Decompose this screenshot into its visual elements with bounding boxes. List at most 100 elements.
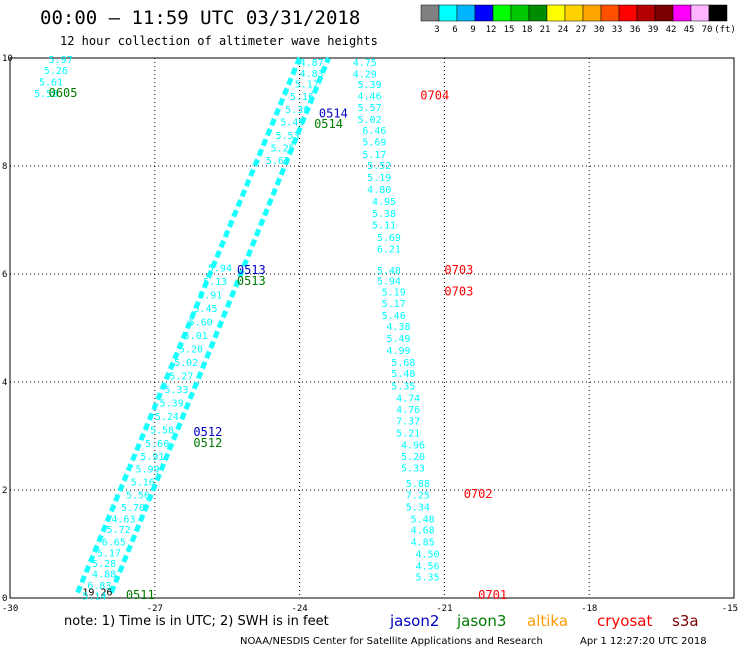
time-tag: 0701: [478, 588, 507, 602]
chart-title: 00:00 – 11:59 UTC 03/31/2018: [40, 7, 360, 29]
wave-height-value: 5.17: [295, 80, 319, 91]
wave-height-value: 5.58: [34, 89, 58, 100]
y-tick-label: 2: [2, 486, 7, 496]
wave-height-value: 6.65: [102, 538, 126, 549]
colorbar-swatch: [690, 4, 710, 22]
colorbar-label: 6: [452, 25, 457, 35]
time-tag: 0513: [237, 263, 266, 277]
wave-height-value: 5.60: [189, 317, 213, 328]
time-tag: 0702: [464, 487, 493, 501]
satellite-legend: jason2 jason3 altika cryosat s3a: [389, 612, 699, 630]
colorbar-swatch: [618, 4, 638, 22]
colorbar-label: 27: [576, 25, 587, 35]
wave-height-value: 5.39: [160, 398, 184, 409]
legend-entry: jason3: [456, 612, 506, 630]
axis-ticks: -30 -27 -24 -21 -18 -15 0 2 4 6 8 10: [2, 54, 738, 614]
colorbar-label: 9: [470, 25, 475, 35]
legend-entry: jason2: [389, 612, 439, 630]
colorbar-swatch: [654, 4, 674, 22]
x-tick-label: -18: [581, 604, 597, 614]
wave-height-value: 5.35: [391, 382, 415, 393]
wave-height-value: 5.58: [150, 425, 174, 436]
y-tick-label: 8: [2, 162, 7, 172]
time-tag: 0514: [314, 117, 343, 131]
wave-height-value: 5.38: [372, 209, 396, 220]
wave-height-value: 6.83: [87, 581, 111, 592]
time-tag: 0605: [49, 86, 78, 100]
colorbar-label: 12: [486, 25, 497, 35]
wave-height-value: 5.24: [155, 412, 179, 423]
wave-height-value: 5.39: [285, 105, 309, 116]
wave-height-value: 5.19: [367, 173, 391, 184]
x-tick-label: -21: [436, 604, 452, 614]
x-tick-label: -30: [2, 604, 18, 614]
wave-height-value: 4.75: [353, 58, 377, 69]
wave-height-value: 4.80: [367, 185, 391, 196]
y-tick-label: 6: [2, 270, 7, 280]
legend-entry: s3a: [672, 612, 699, 630]
wave-height-value: 4.68: [411, 526, 435, 537]
legend-entry: cryosat: [597, 612, 652, 630]
wave-height-value: 5.21: [396, 429, 420, 440]
colorbar-swatch: [564, 4, 584, 22]
wave-height-value: 7.25: [406, 491, 430, 502]
x-tick-label: -15: [722, 604, 738, 614]
wave-height-value: 5.39: [358, 80, 382, 91]
colorbar-swatch: [708, 4, 728, 22]
wave-height-value: 5.28: [92, 559, 116, 570]
wave-height-value: 5.91: [198, 290, 222, 301]
wave-height-value: 4.95: [372, 197, 396, 208]
wave-height-value: 5.25: [271, 143, 295, 154]
track-band: [109, 57, 331, 594]
colorbar-label: 33: [612, 25, 623, 35]
wave-height-value: 5.49: [280, 118, 304, 129]
wave-height-value: 5.27: [169, 371, 193, 382]
note-text: note: 1) Time is in UTC; 2) SWH is in fe…: [64, 614, 329, 629]
plot-frame: [9, 57, 735, 599]
credit-text: NOAA/NESDIS Center for Satellite Applica…: [240, 636, 543, 647]
wave-height-value: 5.72: [107, 525, 131, 536]
wave-height-value: 5.68: [391, 358, 415, 369]
wave-height-value: 5.57: [358, 103, 382, 114]
colorbar-swatch: [582, 4, 602, 22]
wave-height-value: 4.38: [386, 322, 410, 333]
wave-height-value: 5.33: [401, 464, 425, 475]
wave-height-value: 5.26: [44, 66, 68, 77]
wave-height-value: 5.48: [411, 514, 435, 525]
wave-height-value: 5.63: [266, 156, 290, 167]
wave-height-value: 5.13: [203, 277, 227, 288]
track-band: [75, 57, 302, 594]
grid-lines: [10, 58, 734, 598]
time-tag: 0703: [444, 263, 473, 277]
colorbar-label: 24: [558, 25, 569, 35]
colorbar-swatch: [546, 4, 566, 22]
colorbar-swatch: [600, 4, 620, 22]
colorbar-swatch: [492, 4, 512, 22]
wave-height-value: 5.19: [382, 288, 406, 299]
wave-height-value: 5.02: [174, 358, 198, 369]
wave-height-value: 4.83: [300, 69, 324, 80]
wave-height-value: 5.60: [145, 439, 169, 450]
wave-height-value: 5.17: [362, 150, 386, 161]
wave-height-value: 5.45: [193, 304, 217, 315]
x-tick-label: -27: [147, 604, 163, 614]
colorbar-swatch: [528, 4, 548, 22]
wave-height-value: 5.35: [415, 573, 439, 584]
wave-height-value: 5.17: [382, 299, 406, 310]
wave-height-value: 5.17: [97, 548, 121, 559]
wave-height-value: 5.20: [179, 344, 203, 355]
wave-height-value: 5.33: [164, 385, 188, 396]
x-tick-label: -24: [291, 604, 307, 614]
colorbar-swatch: [636, 4, 656, 22]
wave-height-value: 4.63: [111, 514, 135, 525]
wave-height-value: 4.74: [396, 393, 420, 404]
wave-height-value: 5.69: [362, 137, 386, 148]
wave-height-value: 5.16: [290, 92, 314, 103]
wave-height-value: 19.26: [82, 587, 112, 598]
colorbar-swatch: [420, 4, 440, 22]
wave-height-value: 5.88: [406, 479, 430, 490]
colorbar-label: 3: [434, 25, 439, 35]
colorbar-label: 18: [522, 25, 533, 35]
timestamp-text: Apr 1 12:27:20 UTC 2018: [580, 636, 707, 647]
colorbar-label: (ft): [714, 25, 736, 35]
